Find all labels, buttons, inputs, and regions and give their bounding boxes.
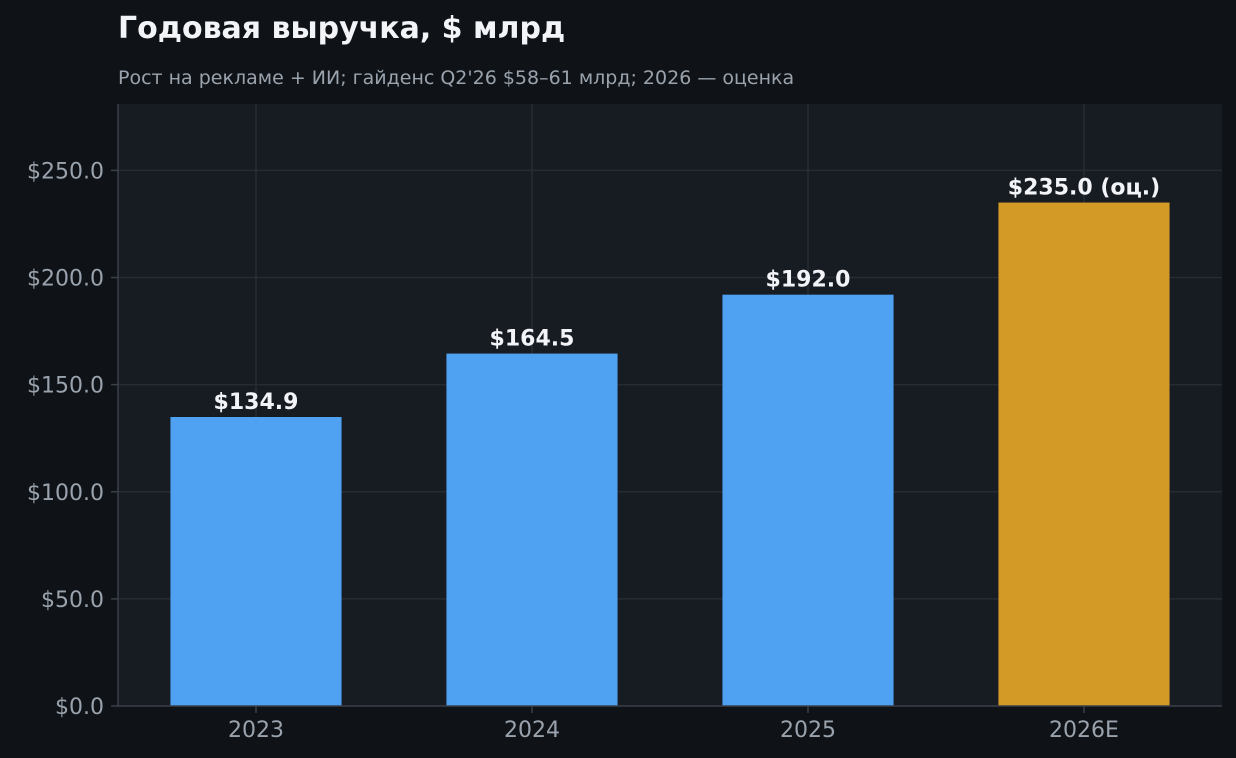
bars — [170, 202, 1170, 707]
y-tick-label: $100.0 — [27, 481, 104, 506]
y-tick-label: $150.0 — [27, 374, 104, 399]
y-tick-label: $0.0 — [55, 695, 104, 720]
y-tick-label: $50.0 — [41, 588, 104, 613]
bar-value-label-2026E: $235.0 (оц.) — [1008, 176, 1160, 201]
y-tick-label: $250.0 — [27, 159, 104, 184]
bar-2026E — [998, 202, 1170, 707]
x-tick-label-2026E: 2026E — [1049, 718, 1119, 743]
bar-value-label-2024: $164.5 — [490, 327, 575, 352]
bar-value-label-2023: $134.9 — [214, 390, 299, 415]
bar-value-label-2025: $192.0 — [766, 268, 851, 293]
y-tick-label: $200.0 — [27, 267, 104, 292]
x-tick-label-2024: 2024 — [504, 718, 560, 743]
bar-value-labels: $134.9 $164.5 $192.0 $235.0 (оц.) — [214, 176, 1161, 415]
chart-subtitle: Рост на рекламе + ИИ; гайденс Q2'26 $58–… — [118, 67, 794, 89]
x-tick-label-2025: 2025 — [780, 718, 836, 743]
x-tick-label-2023: 2023 — [228, 718, 284, 743]
chart-title: Годовая выручка, $ млрд — [118, 11, 565, 46]
bar-2024 — [446, 353, 618, 706]
bar-2025 — [722, 294, 894, 706]
bar-2023 — [170, 416, 342, 706]
axes: $0.0 $50.0 $100.0 $150.0 $200.0 $250.0 2023 202… — [27, 104, 1222, 743]
